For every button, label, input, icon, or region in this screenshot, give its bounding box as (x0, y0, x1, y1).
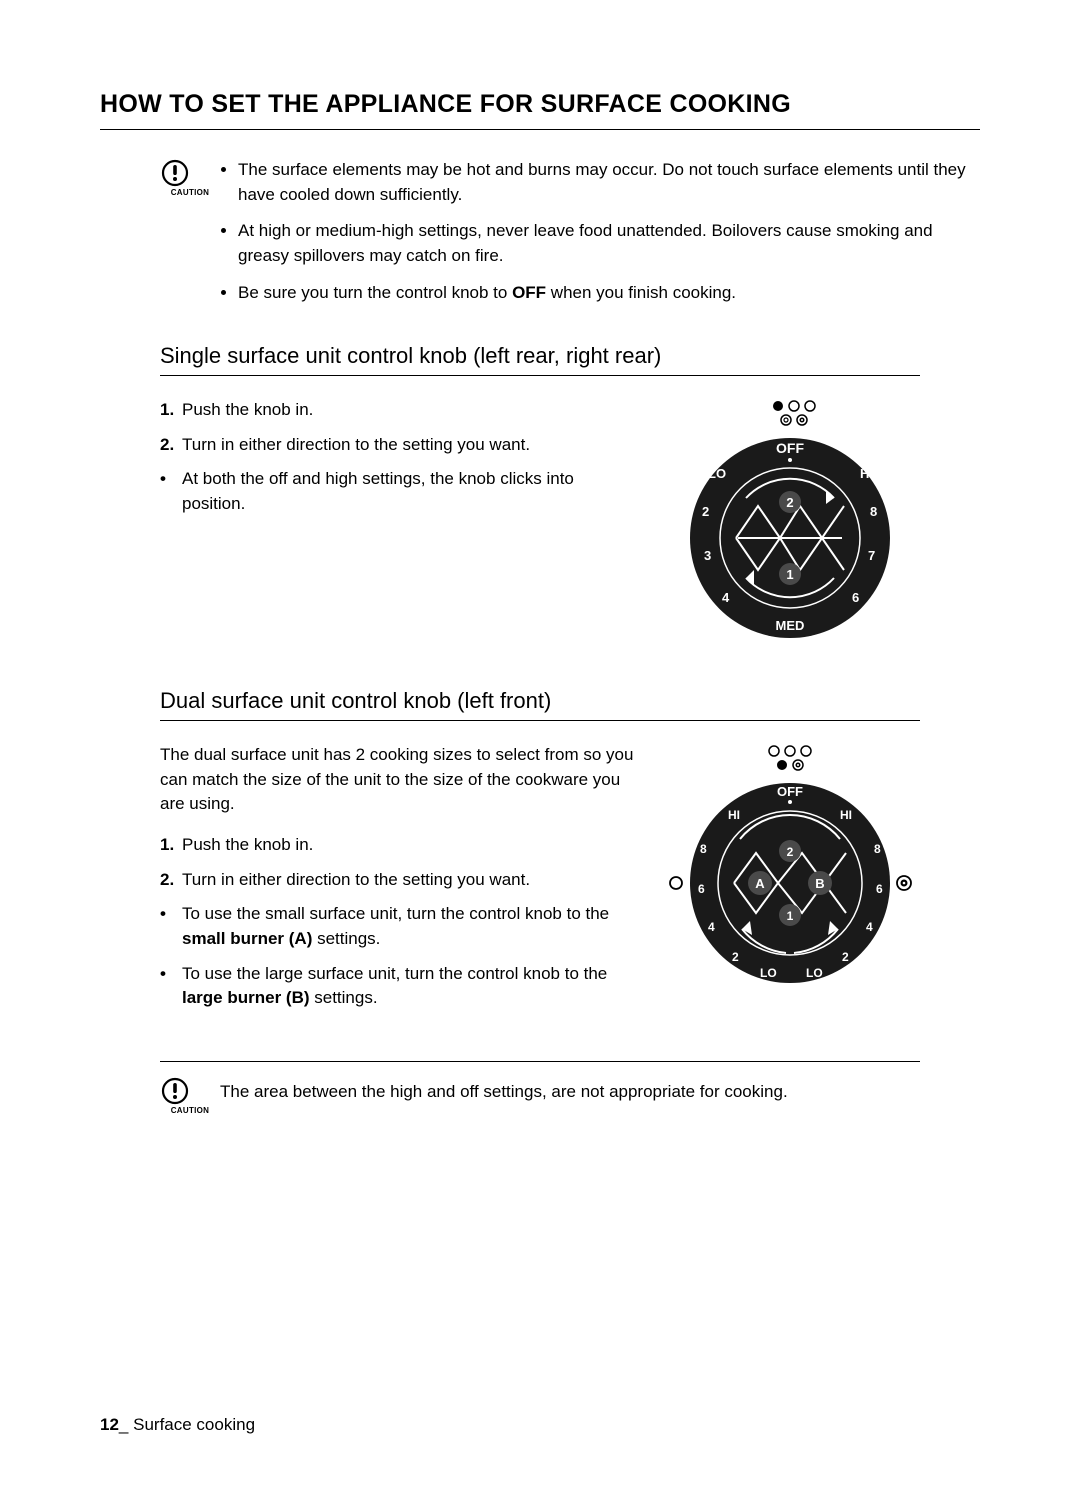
svg-text:8: 8 (700, 842, 707, 856)
svg-text:1: 1 (787, 909, 794, 923)
caution-icon: CAUTION (160, 1076, 220, 1115)
caution-item: The surface elements may be hot and burn… (238, 158, 980, 207)
dual-knob-diagram: OFF HI HI LO LO 8 6 4 2 8 6 4 2 (660, 743, 920, 1021)
svg-text:6: 6 (876, 882, 883, 896)
section1-heading: Single surface unit control knob (left r… (160, 343, 920, 376)
section2-heading: Dual surface unit control knob (left fro… (160, 688, 920, 721)
svg-text:OFF: OFF (777, 784, 803, 799)
page-footer: 12_ Surface cooking (100, 1415, 255, 1435)
section2-text: The dual surface unit has 2 cooking size… (160, 743, 636, 1021)
single-knob-diagram: OFF LO HI MED 2 3 4 8 7 6 2 1 (660, 398, 920, 648)
caution-label: CAUTION (160, 188, 220, 197)
svg-text:2: 2 (732, 950, 739, 964)
svg-text:2: 2 (786, 495, 793, 510)
svg-text:4: 4 (722, 590, 730, 605)
svg-text:B: B (815, 876, 824, 891)
svg-text:3: 3 (704, 548, 711, 563)
svg-text:1: 1 (786, 567, 793, 582)
caution-label: CAUTION (160, 1106, 220, 1115)
section1-body: 1.Push the knob in. 2.Turn in either dir… (160, 398, 920, 648)
svg-text:2: 2 (702, 504, 709, 519)
caution-item: At high or medium-high settings, never l… (238, 219, 980, 268)
section2-body: The dual surface unit has 2 cooking size… (160, 743, 920, 1021)
svg-text:6: 6 (698, 882, 705, 896)
svg-text:4: 4 (708, 920, 715, 934)
svg-text:MED: MED (776, 618, 805, 633)
svg-text:8: 8 (870, 504, 877, 519)
caution-block-2: CAUTION The area between the high and of… (160, 1076, 920, 1115)
svg-text:2: 2 (842, 950, 849, 964)
svg-text:LO: LO (806, 966, 823, 980)
caution-item: Be sure you turn the control knob to OFF… (238, 281, 980, 306)
svg-text:OFF: OFF (776, 440, 804, 456)
caution-block-1: CAUTION The surface elements may be hot … (160, 158, 980, 317)
svg-text:4: 4 (866, 920, 873, 934)
svg-text:2: 2 (787, 845, 794, 859)
page-title: HOW TO SET THE APPLIANCE FOR SURFACE COO… (100, 90, 980, 130)
caution-list: The surface elements may be hot and burn… (220, 158, 980, 317)
svg-text:8: 8 (874, 842, 881, 856)
svg-text:HI: HI (840, 808, 852, 822)
section1-text: 1.Push the knob in. 2.Turn in either dir… (160, 398, 636, 648)
section2-intro: The dual surface unit has 2 cooking size… (160, 743, 636, 817)
svg-text:LO: LO (708, 466, 726, 481)
caution2-text: The area between the high and off settin… (220, 1076, 788, 1105)
svg-text:6: 6 (852, 590, 859, 605)
svg-text:LO: LO (760, 966, 777, 980)
svg-text:7: 7 (868, 548, 875, 563)
svg-text:HI: HI (728, 808, 740, 822)
caution-icon: CAUTION (160, 158, 220, 197)
svg-text:A: A (755, 876, 765, 891)
divider (160, 1061, 920, 1062)
svg-text:HI: HI (860, 466, 873, 481)
